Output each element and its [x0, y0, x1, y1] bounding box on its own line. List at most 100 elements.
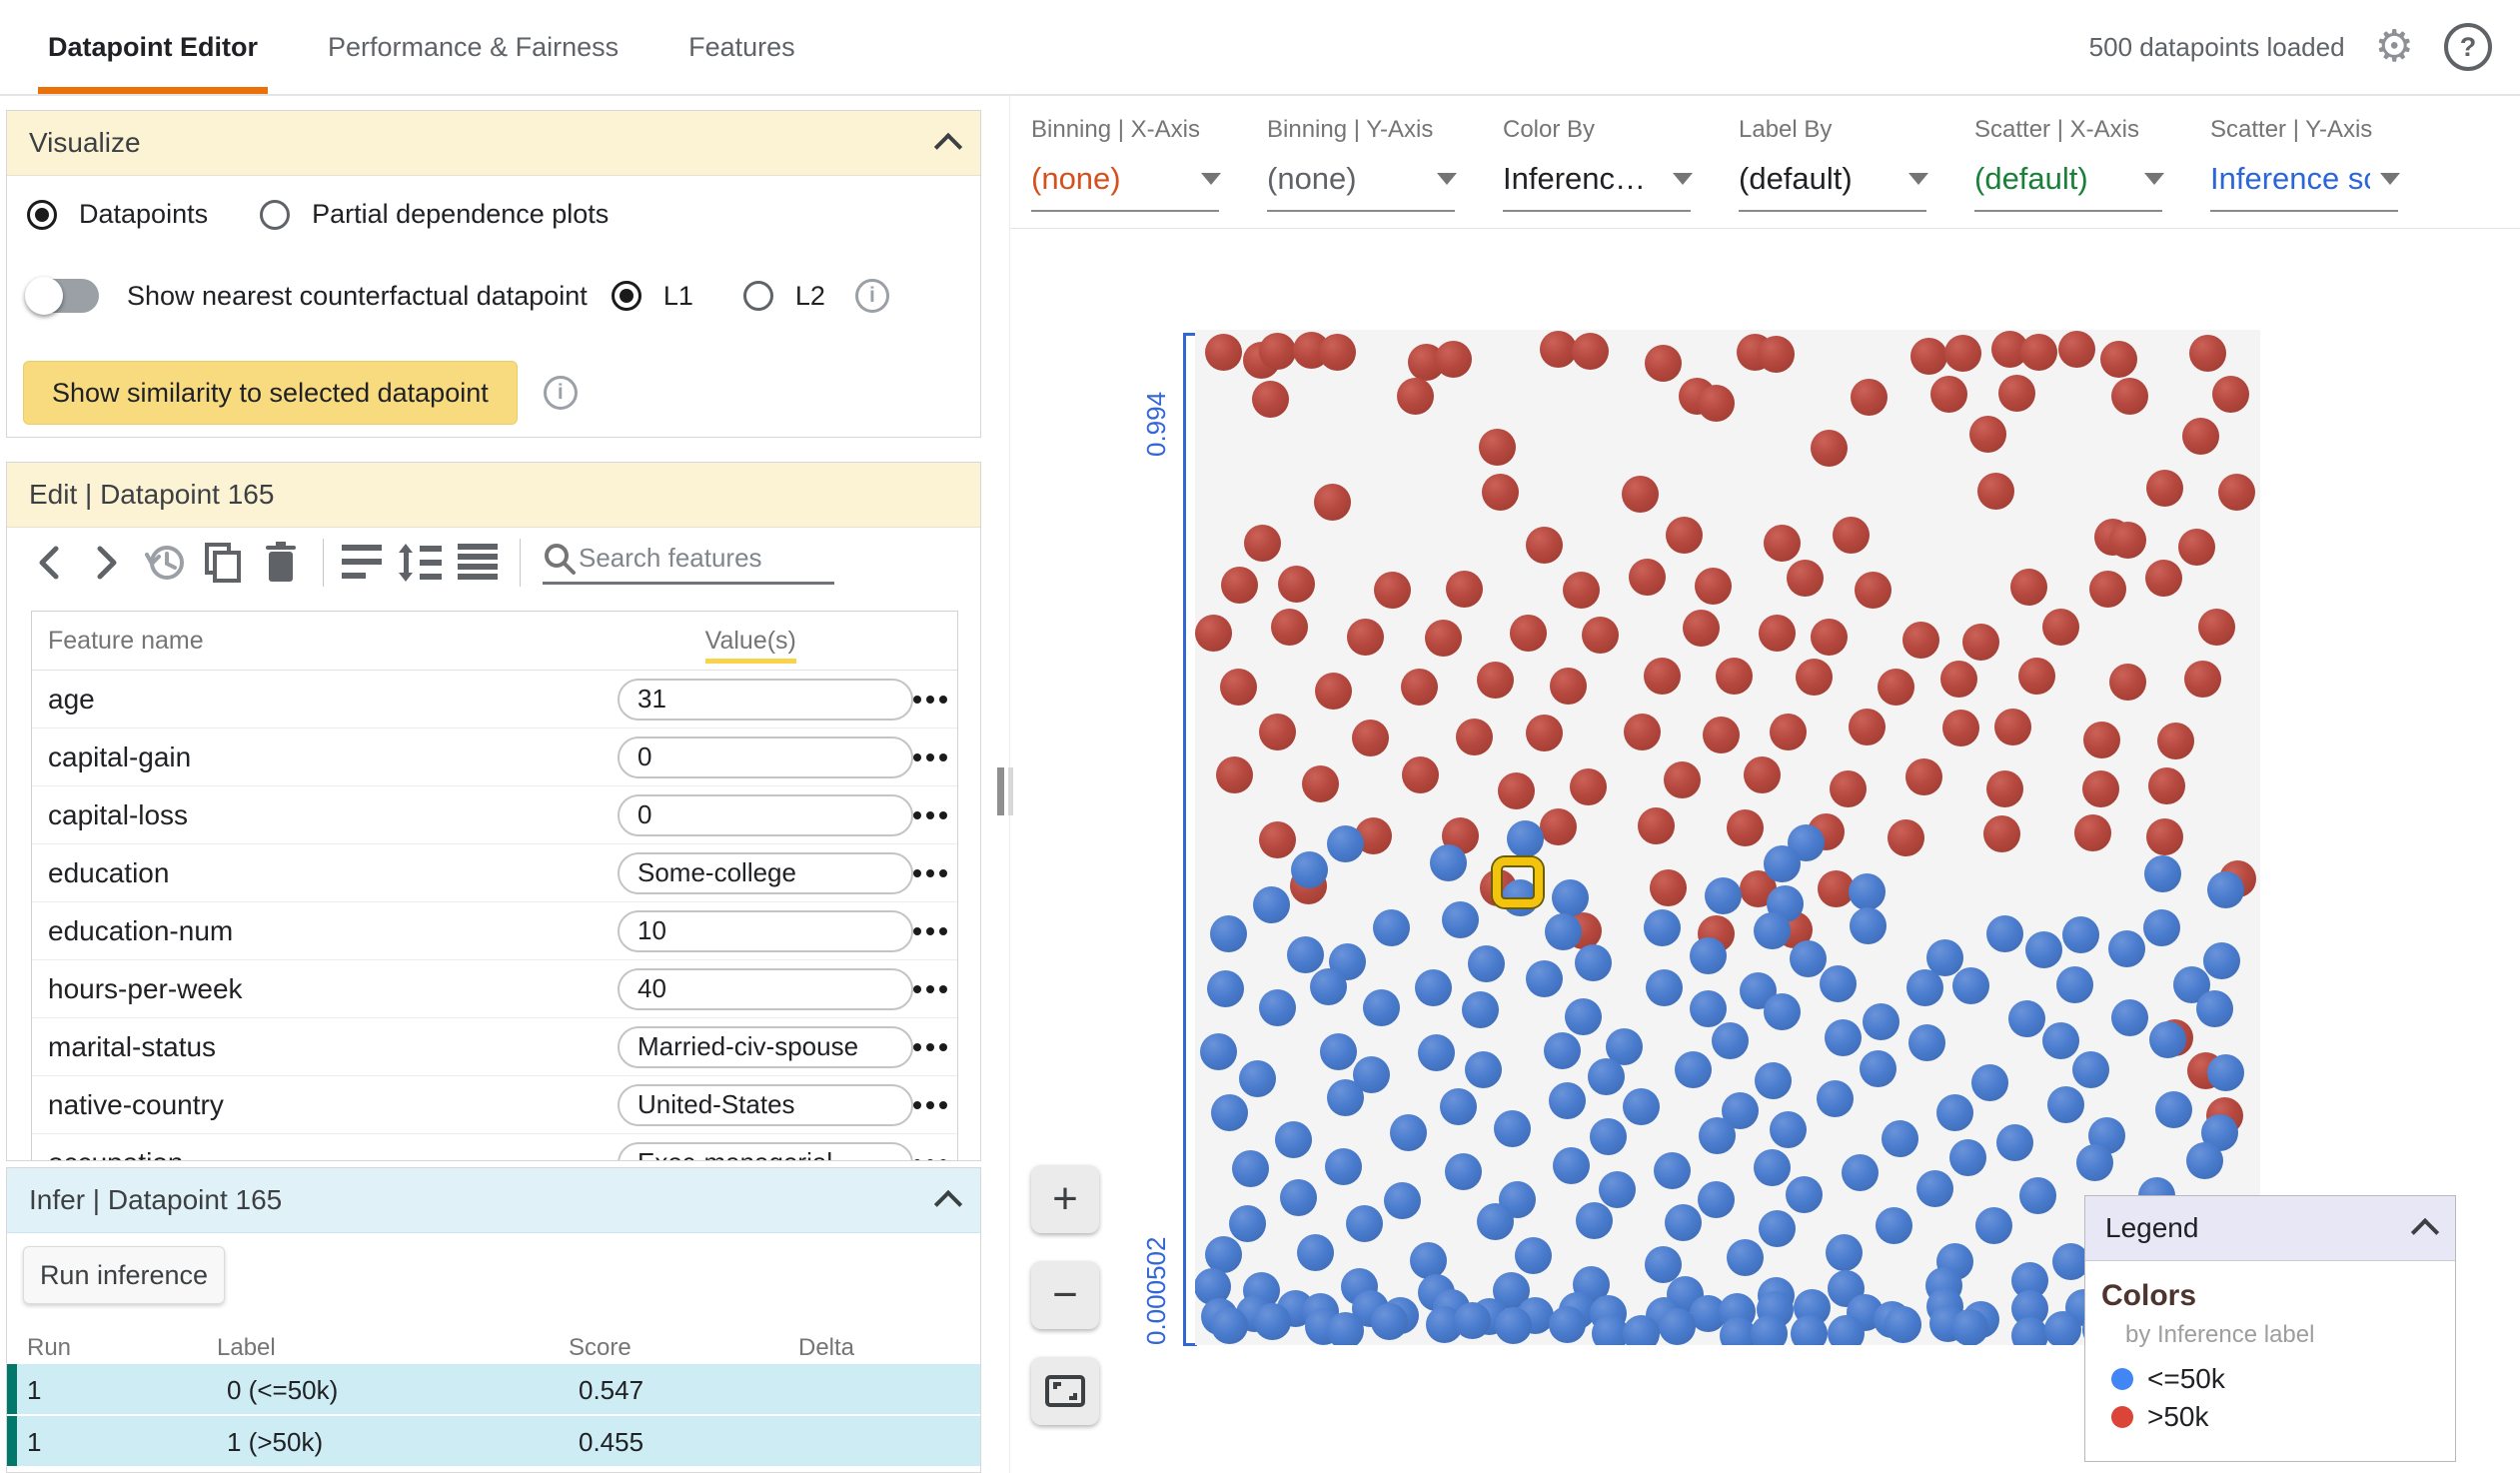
datapoint-dot-under50k[interactable] — [1495, 1307, 1533, 1345]
datapoint-dot-under50k[interactable] — [2007, 999, 2045, 1037]
datapoint-dot-over50k[interactable] — [2019, 333, 2057, 371]
datapoint-dot-over50k[interactable] — [2147, 766, 2185, 804]
chevron-down-icon[interactable] — [1201, 173, 1221, 185]
search-features-input[interactable] — [577, 542, 820, 575]
datapoint-dot-over50k[interactable] — [1649, 868, 1687, 906]
datapoint-dot-under50k[interactable] — [1258, 989, 1296, 1027]
datapoint-dot-over50k[interactable] — [2018, 658, 2056, 696]
datapoint-dot-over50k[interactable] — [1969, 416, 2007, 454]
datapoint-dot-under50k[interactable] — [1790, 1314, 1828, 1345]
datapoint-dot-under50k[interactable] — [1565, 998, 1603, 1036]
datapoint-dot-under50k[interactable] — [1204, 1236, 1242, 1273]
datapoint-dot-over50k[interactable] — [1319, 333, 1357, 371]
datapoint-dot-under50k[interactable] — [2154, 1090, 2192, 1128]
datapoint-dot-under50k[interactable] — [2143, 909, 2181, 947]
datapoint-dot-over50k[interactable] — [1221, 566, 1259, 604]
datapoint-dot-under50k[interactable] — [2062, 915, 2100, 953]
gear-icon[interactable]: ⚙ — [2374, 22, 2414, 71]
datapoint-dot-over50k[interactable] — [1787, 559, 1825, 597]
datapoint-dot-over50k[interactable] — [1539, 808, 1577, 846]
datapoint-dot-over50k[interactable] — [1810, 429, 1848, 467]
feature-menu-icon[interactable] — [913, 752, 947, 761]
datapoint-dot-under50k[interactable] — [1476, 1203, 1514, 1241]
datapoint-dot-under50k[interactable] — [1290, 850, 1328, 888]
zoom-in-button[interactable]: + — [1031, 1165, 1099, 1233]
datapoint-dot-under50k[interactable] — [1280, 1178, 1318, 1216]
legend-header[interactable]: Legend — [2085, 1196, 2455, 1261]
datapoint-dot-under50k[interactable] — [1726, 1239, 1764, 1277]
datapoint-dot-under50k[interactable] — [1553, 1147, 1591, 1185]
datapoint-dot-over50k[interactable] — [1550, 667, 1588, 705]
datapoint-dot-under50k[interactable] — [1759, 1209, 1797, 1247]
datapoint-dot-over50k[interactable] — [2197, 608, 2235, 646]
datapoint-dot-over50k[interactable] — [1570, 767, 1608, 805]
datapoint-dot-under50k[interactable] — [2042, 1021, 2080, 1059]
feature-value-input[interactable]: 40 — [618, 967, 913, 1010]
datapoint-dot-under50k[interactable] — [1442, 901, 1480, 939]
datapoint-dot-under50k[interactable] — [1828, 1315, 1866, 1345]
datapoint-dot-under50k[interactable] — [1526, 959, 1564, 997]
datapoint-dot-over50k[interactable] — [1851, 378, 1889, 416]
dropdown-label-by[interactable]: Label By (default) — [1739, 116, 1974, 212]
datapoint-dot-under50k[interactable] — [1254, 1303, 1292, 1341]
datapoint-dot-under50k[interactable] — [1327, 1079, 1365, 1117]
datapoint-dot-over50k[interactable] — [1887, 818, 1924, 856]
datapoint-dot-over50k[interactable] — [1770, 714, 1808, 751]
datapoint-dot-over50k[interactable] — [1832, 517, 1870, 555]
datapoint-dot-under50k[interactable] — [1884, 1305, 1921, 1343]
dropdown-value[interactable]: (none) — [1031, 161, 1121, 196]
datapoint-dot-over50k[interactable] — [1703, 716, 1741, 753]
feature-menu-icon[interactable] — [913, 1158, 947, 1160]
datapoint-dot-over50k[interactable] — [1258, 333, 1296, 371]
chevron-down-icon[interactable] — [1908, 173, 1928, 185]
inference-result-row[interactable]: 1 0 (<=50k) 0.547 — [7, 1364, 980, 1414]
datapoint-dot-under50k[interactable] — [1275, 1120, 1313, 1158]
datapoint-dot-under50k[interactable] — [1935, 1093, 1973, 1131]
dropdown-value[interactable]: (default) — [1974, 161, 2088, 196]
datapoint-dot-under50k[interactable] — [1417, 1034, 1455, 1072]
datapoint-dot-under50k[interactable] — [1544, 913, 1582, 951]
datapoint-dot-under50k[interactable] — [1543, 1032, 1581, 1070]
datapoint-dot-under50k[interactable] — [1875, 1207, 1912, 1245]
back-icon[interactable] — [27, 541, 71, 585]
datapoint-dot-over50k[interactable] — [1314, 672, 1352, 710]
align-icon[interactable] — [340, 541, 384, 585]
datapoint-dot-under50k[interactable] — [1362, 989, 1400, 1027]
feature-menu-icon[interactable] — [913, 926, 947, 935]
feature-menu-icon[interactable] — [913, 984, 947, 993]
infer-panel-header[interactable]: Infer | Datapoint 165 — [7, 1168, 980, 1233]
collapse-icon[interactable] — [933, 132, 963, 162]
datapoint-dot-under50k[interactable] — [1712, 1022, 1750, 1060]
collapse-icon[interactable] — [2410, 1217, 2440, 1247]
datapoint-dot-under50k[interactable] — [1826, 1234, 1864, 1272]
datapoint-dot-under50k[interactable] — [1764, 992, 1802, 1030]
datapoint-dot-over50k[interactable] — [2082, 722, 2120, 759]
datapoint-dot-over50k[interactable] — [1425, 620, 1463, 658]
datapoint-dot-over50k[interactable] — [1563, 572, 1601, 610]
datapoint-dot-over50k[interactable] — [1195, 614, 1232, 652]
feature-menu-icon[interactable] — [913, 695, 947, 704]
datapoint-dot-over50k[interactable] — [1215, 755, 1253, 793]
feature-value-input[interactable]: Exec-managerial — [618, 1141, 913, 1160]
datapoint-dot-under50k[interactable] — [1996, 1123, 2034, 1161]
history-icon[interactable] — [143, 541, 187, 585]
datapoint-dot-under50k[interactable] — [1287, 935, 1325, 973]
datapoint-dot-under50k[interactable] — [2110, 998, 2148, 1036]
datapoint-dot-over50k[interactable] — [2183, 660, 2221, 698]
datapoint-dot-over50k[interactable] — [1939, 661, 1977, 699]
datapoint-dot-over50k[interactable] — [1810, 618, 1848, 656]
datapoint-dot-over50k[interactable] — [1622, 476, 1660, 514]
panel-resize-handle[interactable] — [1008, 767, 1013, 815]
datapoint-dot-under50k[interactable] — [1430, 843, 1468, 881]
datapoint-dot-under50k[interactable] — [1468, 944, 1506, 982]
feature-value-input[interactable]: 10 — [618, 909, 913, 952]
dropdown-binning-x-axis[interactable]: Binning | X-Axis (none) — [1031, 116, 1267, 212]
datapoint-dot-under50k[interactable] — [1514, 1236, 1552, 1274]
datapoint-dot-over50k[interactable] — [1396, 378, 1434, 416]
datapoint-dot-under50k[interactable] — [2011, 1316, 2049, 1345]
info-icon[interactable]: i — [543, 376, 578, 410]
datapoint-dot-under50k[interactable] — [1755, 1062, 1793, 1100]
datapoint-dot-over50k[interactable] — [1204, 333, 1242, 371]
visualize-panel-header[interactable]: Visualize — [7, 111, 980, 176]
dropdown-scatter-x-axis[interactable]: Scatter | X-Axis (default) — [1974, 116, 2210, 212]
